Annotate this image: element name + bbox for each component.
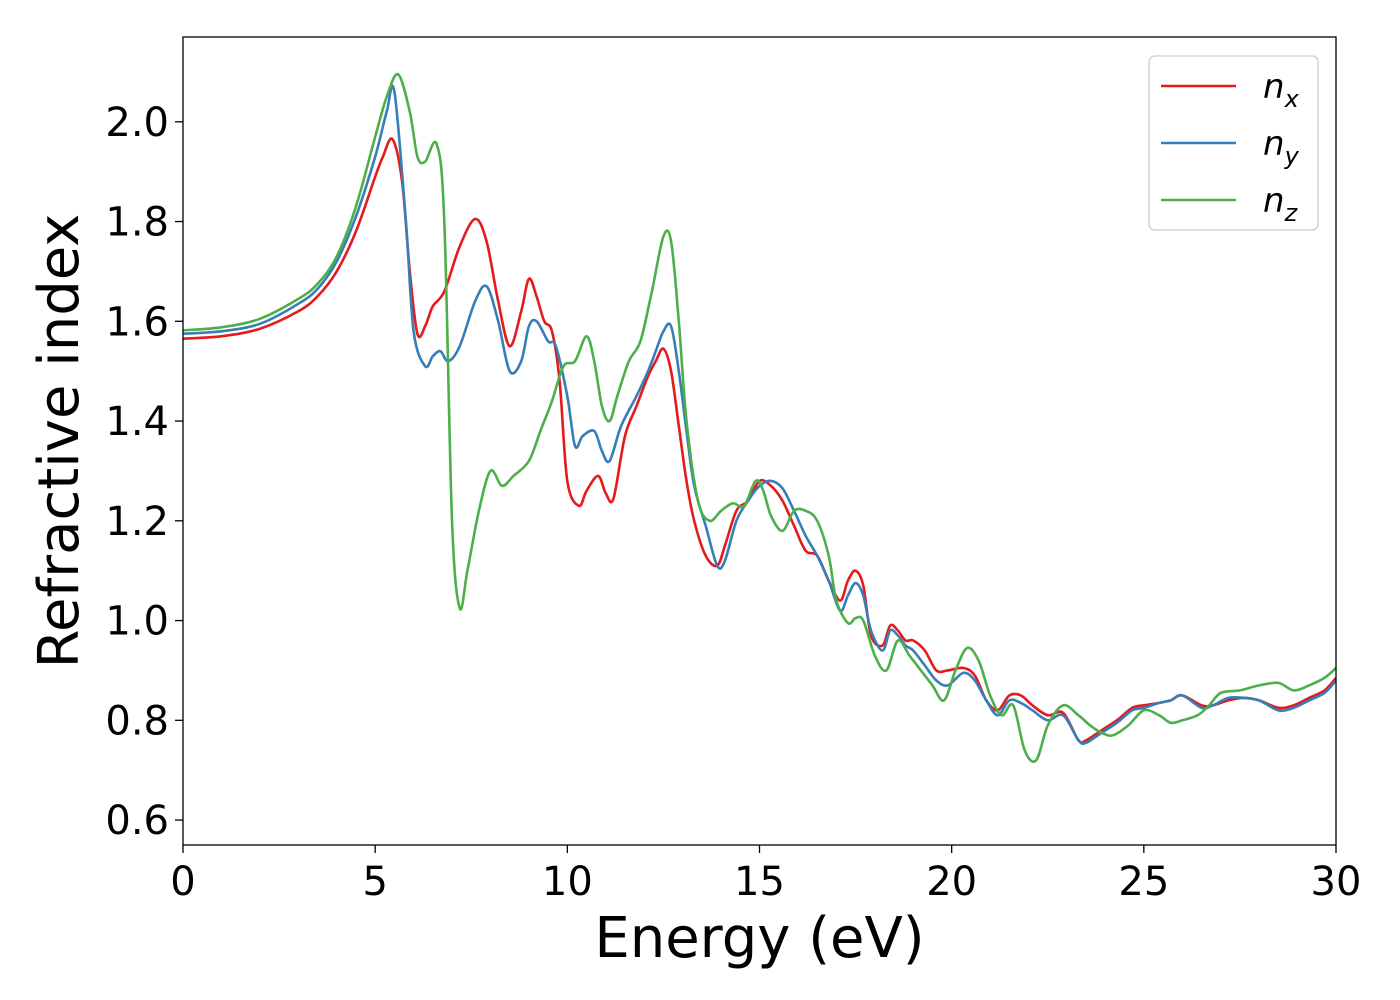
x-tick-label: 10 [542, 859, 593, 905]
y-tick-label: 1.2 [105, 499, 169, 545]
y-tick-label: 0.8 [105, 698, 169, 744]
legend: nx ny nz [1148, 55, 1319, 231]
series-line-nz [183, 72, 1336, 763]
x-tick-label: 5 [362, 859, 387, 905]
x-axis-label: Energy (eV) [594, 906, 924, 971]
y-tick-label: 2.0 [105, 100, 169, 146]
x-tick-label: 20 [926, 859, 977, 905]
y-axis-label: Refractive index [27, 214, 92, 669]
series-line-nx [183, 137, 1336, 744]
legend-label-ny: ny [1263, 124, 1300, 170]
y-tick-label: 1.0 [105, 599, 169, 645]
legend-label-nx: nx [1263, 67, 1300, 113]
y-tick-label: 1.4 [105, 399, 169, 445]
series-lines [183, 72, 1336, 763]
y-tick-label: 0.6 [105, 798, 169, 844]
x-tick-label: 15 [734, 859, 785, 905]
y-tick-label: 1.6 [105, 299, 169, 345]
x-tick-label: 30 [1311, 859, 1362, 905]
y-tick-label: 1.8 [105, 200, 169, 246]
legend-label-nz: nz [1263, 181, 1299, 227]
x-axis-ticks: 0 5 10 15 20 25 30 [170, 845, 1361, 905]
x-tick-label: 0 [170, 859, 195, 905]
x-tick-label: 25 [1118, 859, 1169, 905]
y-axis-ticks: 0.6 0.8 1.0 1.2 1.4 1.6 1.8 2.0 [105, 100, 183, 844]
